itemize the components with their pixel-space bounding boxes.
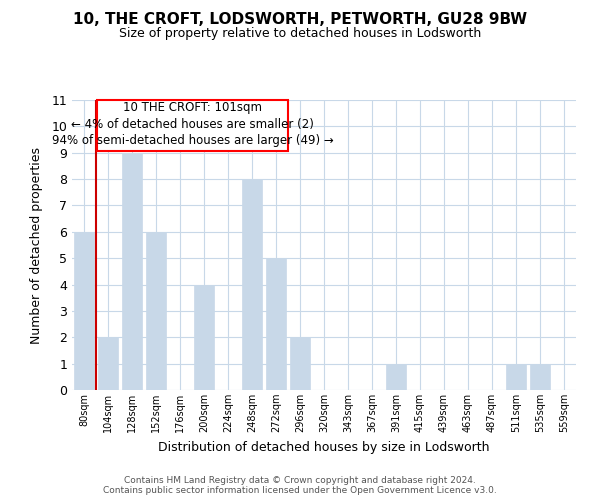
FancyBboxPatch shape <box>97 100 288 152</box>
Bar <box>290 338 310 390</box>
Y-axis label: Number of detached properties: Number of detached properties <box>30 146 43 344</box>
Bar <box>98 338 118 390</box>
Text: 10 THE CROFT: 101sqm: 10 THE CROFT: 101sqm <box>123 102 262 114</box>
Text: 10, THE CROFT, LODSWORTH, PETWORTH, GU28 9BW: 10, THE CROFT, LODSWORTH, PETWORTH, GU28… <box>73 12 527 28</box>
Text: ← 4% of detached houses are smaller (2): ← 4% of detached houses are smaller (2) <box>71 118 314 130</box>
Bar <box>74 232 94 390</box>
Bar <box>266 258 286 390</box>
Bar <box>530 364 550 390</box>
Bar <box>194 284 214 390</box>
Text: Contains HM Land Registry data © Crown copyright and database right 2024.
Contai: Contains HM Land Registry data © Crown c… <box>103 476 497 495</box>
Text: Size of property relative to detached houses in Lodsworth: Size of property relative to detached ho… <box>119 28 481 40</box>
Bar <box>242 179 262 390</box>
Bar <box>122 152 142 390</box>
X-axis label: Distribution of detached houses by size in Lodsworth: Distribution of detached houses by size … <box>158 440 490 454</box>
Bar <box>506 364 526 390</box>
Bar <box>386 364 406 390</box>
Bar <box>146 232 166 390</box>
Text: 94% of semi-detached houses are larger (49) →: 94% of semi-detached houses are larger (… <box>52 134 334 146</box>
